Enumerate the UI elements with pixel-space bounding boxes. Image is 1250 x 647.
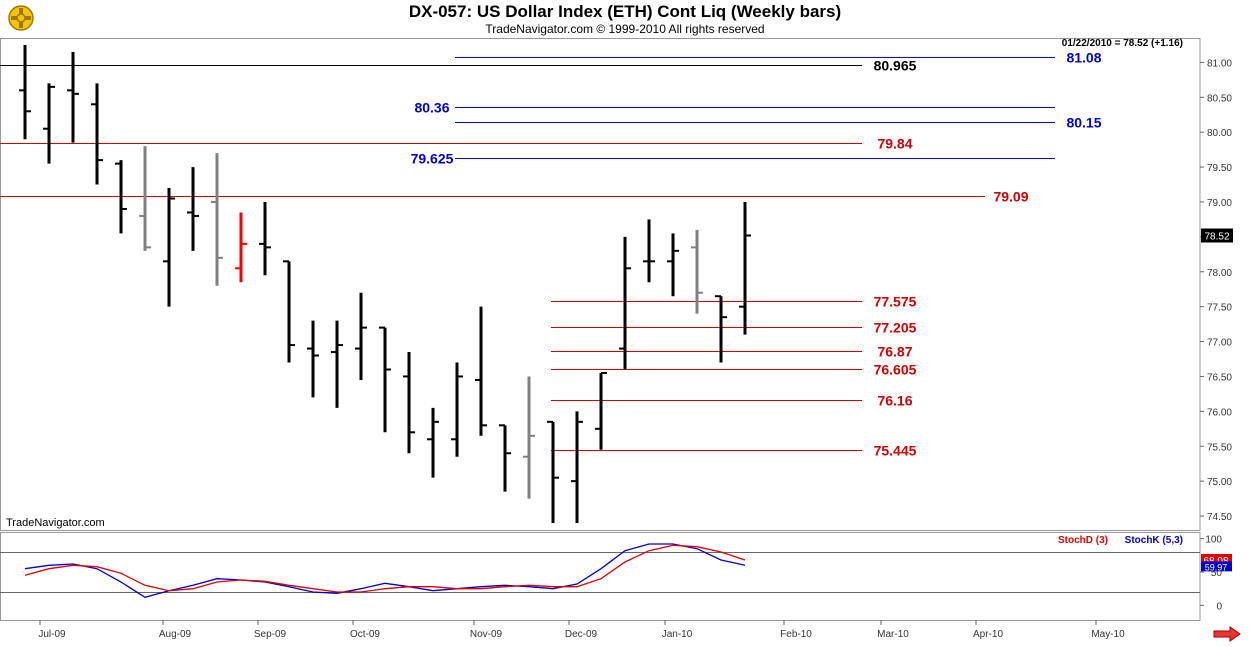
chart-copyright: TradeNavigator.com © 1999-2010 All right… — [485, 22, 765, 36]
level-label: 77.575 — [874, 294, 917, 310]
tradenavigator-logo-icon — [6, 3, 36, 33]
x-tick-label: Oct-09 — [350, 629, 380, 640]
y-tick-label: 80.50 — [1207, 93, 1232, 104]
stoch-plot-frame — [0, 532, 1201, 621]
level-label: 77.205 — [874, 320, 917, 336]
level-label: 80.36 — [414, 100, 449, 116]
level-label: 76.16 — [877, 393, 912, 409]
x-tick-label: Sep-09 — [254, 629, 287, 640]
x-tick-label: Mar-10 — [877, 629, 909, 640]
last-price-label: 78.52 — [1204, 231, 1229, 242]
scroll-right-arrow-icon[interactable] — [1212, 626, 1242, 642]
chart-title: DX-057: US Dollar Index (ETH) Cont Liq (… — [408, 2, 842, 21]
level-label: 76.605 — [874, 362, 917, 378]
x-tick-label: Jan-10 — [662, 629, 693, 640]
y-tick-label: 77.00 — [1207, 338, 1232, 349]
x-tick-label: Nov-09 — [470, 629, 503, 640]
x-tick-label: May-10 — [1091, 629, 1125, 640]
y-tick-label: 74.50 — [1207, 512, 1232, 523]
stoch-legend-k: StochK (5,3) — [1125, 535, 1183, 546]
y-tick-label: 76.00 — [1207, 407, 1232, 418]
stoch-y-tick-label: 0 — [1216, 601, 1222, 612]
y-tick-label: 80.00 — [1207, 128, 1232, 139]
level-label: 79.09 — [993, 189, 1028, 205]
level-label: 76.87 — [877, 344, 912, 360]
x-tick-label: Apr-10 — [973, 629, 1003, 640]
y-tick-label: 81.00 — [1207, 58, 1232, 69]
y-tick-label: 76.50 — [1207, 372, 1232, 383]
stoch-y-tick-label: 100 — [1205, 535, 1222, 546]
y-tick-label: 78.00 — [1207, 268, 1232, 279]
y-tick-label: 77.50 — [1207, 303, 1232, 314]
level-label: 80.965 — [874, 58, 917, 74]
x-tick-label: Feb-10 — [780, 629, 812, 640]
stoch-y-tick-label: 50 — [1211, 568, 1223, 579]
level-label: 79.625 — [411, 151, 454, 167]
level-label: 75.445 — [874, 443, 917, 459]
level-label: 81.08 — [1066, 50, 1101, 66]
watermark-text: TradeNavigator.com — [6, 517, 105, 529]
y-tick-label: 75.00 — [1207, 477, 1232, 488]
price-plot-frame — [0, 38, 1201, 531]
stoch-legend-d: StochD (3) — [1058, 535, 1108, 546]
stoch-series-line — [24, 544, 746, 593]
stoch-k-value: 59.97 — [1205, 562, 1228, 572]
x-tick-label: Dec-09 — [565, 629, 598, 640]
y-tick-label: 75.50 — [1207, 442, 1232, 453]
x-tick-label: Aug-09 — [159, 629, 192, 640]
y-tick-label: 79.00 — [1207, 198, 1232, 209]
stoch-k-value-box — [1201, 561, 1232, 572]
last-price-box — [1201, 228, 1233, 243]
level-label: 79.84 — [877, 136, 912, 152]
x-tick-label: Jul-09 — [38, 629, 66, 640]
stoch-series-line — [24, 543, 746, 599]
y-tick-label: 79.50 — [1207, 163, 1232, 174]
last-quote-text: 01/22/2010 = 78.52 (+1.16) — [1062, 38, 1183, 49]
level-label: 80.15 — [1066, 115, 1101, 131]
